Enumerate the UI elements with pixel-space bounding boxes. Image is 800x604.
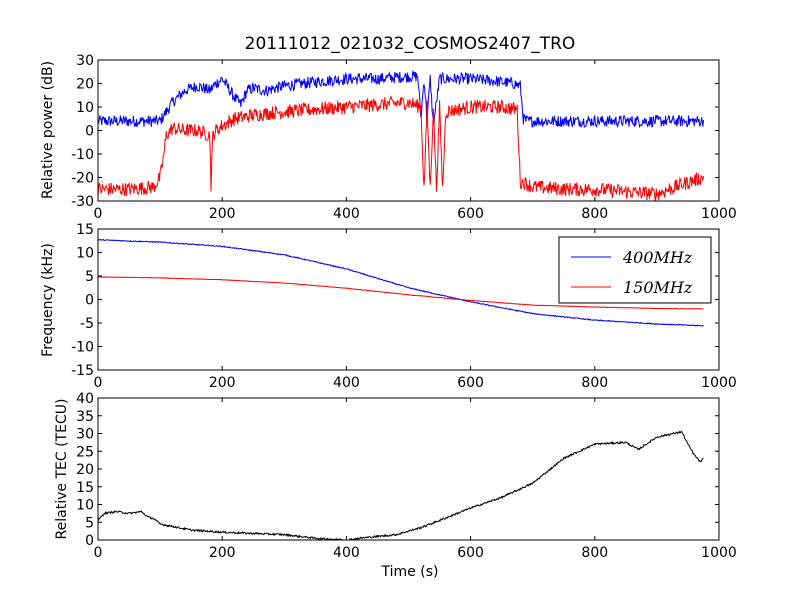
- x-tick-label: 1000: [701, 375, 737, 391]
- y-tick-label: 0: [85, 533, 94, 549]
- y-tick-label: 40: [76, 391, 94, 407]
- x-tick-label: 800: [581, 545, 608, 561]
- y-tick-label: 15: [76, 480, 94, 496]
- x-tick-label: 600: [457, 375, 484, 391]
- y-tick-label: 0: [85, 293, 94, 309]
- panel-2-series-group: [98, 238, 704, 327]
- panel-1-series-group: [98, 70, 704, 201]
- y-tick-label: 25: [76, 444, 94, 460]
- y-tick-label: 20: [76, 462, 94, 478]
- panel-1: 0 200 400 600 800 1000 -30 -20 -10 0 10 20 30: [71, 53, 737, 222]
- legend-entry-label: 400MHz: [622, 248, 693, 267]
- y-tick-label: 10: [76, 498, 94, 514]
- panel-1-series-1-line: [98, 70, 704, 129]
- x-tick-label: 200: [209, 545, 236, 561]
- panel-3-series-1-line: [98, 430, 704, 540]
- panel-1-series-2-line: [98, 95, 704, 201]
- legend-box: [558, 236, 712, 304]
- y-tick-label: -10: [71, 147, 94, 163]
- x-tick-label: 1000: [701, 545, 737, 561]
- y-tick-label: -10: [71, 340, 94, 356]
- panel-1-y-axis-label: Relative power (dB): [40, 61, 56, 199]
- y-tick-label: -20: [71, 171, 94, 187]
- x-tick-label: 0: [94, 375, 103, 391]
- y-tick-label: 10: [76, 246, 94, 262]
- panel-2-series-1-line: [98, 238, 704, 327]
- y-tick-label: 5: [85, 515, 94, 531]
- y-tick-label: 30: [76, 427, 94, 443]
- chart-title: 20111012_021032_COSMOS2407_TRO: [245, 34, 576, 54]
- x-tick-label: 800: [581, 375, 608, 391]
- x-tick-label: 600: [457, 206, 484, 222]
- y-tick-label: -5: [80, 316, 94, 332]
- y-tick-label: 35: [76, 409, 94, 425]
- y-tick-label: 10: [76, 100, 94, 116]
- panel-2-y-axis-label: Frequency (kHz): [40, 243, 56, 357]
- y-tick-label: 0: [85, 124, 94, 140]
- y-tick-label: 20: [76, 77, 94, 93]
- x-tick-label: 0: [94, 206, 103, 222]
- x-tick-label: 200: [209, 206, 236, 222]
- x-tick-label: 800: [581, 206, 608, 222]
- x-tick-label: 1000: [701, 206, 737, 222]
- x-axis-label: Time (s): [381, 564, 439, 580]
- x-tick-label: 200: [209, 375, 236, 391]
- x-tick-label: 600: [457, 545, 484, 561]
- y-tick-label: -30: [71, 194, 94, 210]
- y-tick-label: 5: [85, 269, 94, 285]
- panel-2: 0 200 400 600 800 1000 -15 -10 -5 0 5 10 15 400MHz 150…: [71, 222, 737, 391]
- y-tick-label: 15: [76, 222, 94, 238]
- legend-entry-label: 150MHz: [623, 278, 693, 297]
- x-tick-label: 400: [333, 375, 360, 391]
- y-tick-label: 30: [76, 53, 94, 69]
- x-tick-label: 400: [333, 545, 360, 561]
- y-tick-label: -15: [71, 363, 94, 379]
- panel-3-y-axis-label: Relative TEC (TECU): [54, 399, 70, 540]
- x-tick-label: 400: [333, 206, 360, 222]
- panel-2-series-2-line: [98, 276, 704, 310]
- x-tick-label: 0: [94, 545, 103, 561]
- panel-2-legend: 400MHz 150MHz: [558, 236, 712, 304]
- panel-3-series-group: [98, 430, 704, 540]
